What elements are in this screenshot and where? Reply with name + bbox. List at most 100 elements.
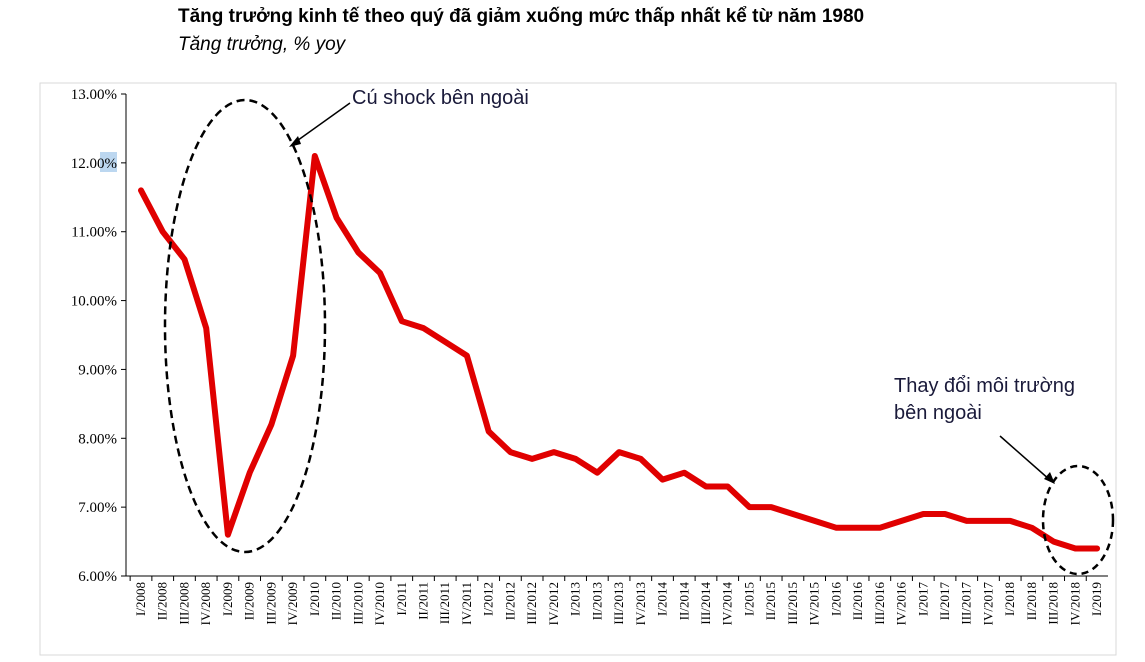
environment-arrow-head	[1044, 472, 1055, 484]
x-tick-label: II/2011	[415, 582, 430, 620]
data-point	[812, 518, 818, 524]
annotations: Cú shock bên ngoài Thay đổi môi trường bên…	[163, 87, 1115, 576]
y-tick-label: 6.00%	[78, 569, 117, 585]
x-tick-label: III/2014	[698, 582, 713, 625]
chart-subtitle: Tăng trưởng, % yoy	[178, 34, 346, 55]
y-tick-label: 11.00%	[71, 225, 117, 241]
data-point	[507, 449, 513, 455]
chart-frame	[39, 82, 1117, 656]
environment-annotation-line-1: Thay đổi môi trường	[894, 375, 1075, 397]
data-point	[290, 353, 296, 359]
x-tick-label: III/2016	[872, 582, 887, 625]
x-axis: I/2008 II/2008 III/2008 IV/2008 I/2009 II/200…	[126, 575, 1108, 626]
x-tick-label: I/2019	[1089, 582, 1104, 616]
x-tick-label: III/2013	[611, 582, 626, 625]
x-tick-label: II/2014	[676, 582, 691, 621]
x-tick-label: I/2017	[915, 582, 930, 616]
y-axis: 6.00% 7.00% 8.00% 9.00% 10.00% 11.00% 12.00% 13…	[71, 87, 127, 585]
shock-arrow-line	[293, 102, 351, 144]
x-tick-label: I/2009	[220, 582, 235, 616]
y-tick-label: 10.00%	[71, 294, 117, 310]
data-point	[833, 525, 839, 531]
x-tick-label: IV/2018	[1067, 582, 1082, 625]
x-tick-label: IV/2017	[980, 582, 995, 626]
x-tick-label: I/2016	[828, 582, 843, 616]
data-point	[594, 470, 600, 476]
data-point	[442, 339, 448, 345]
x-tick-label: IV/2012	[546, 582, 561, 625]
x-tick-label: IV/2015	[807, 582, 822, 625]
data-point	[1051, 539, 1057, 545]
environment-annotation-line-2: bên ngoài	[894, 402, 982, 424]
data-point	[181, 256, 187, 262]
x-tick-label: I/2018	[1002, 582, 1017, 616]
y-tick-label: 9.00%	[78, 362, 117, 378]
x-tick-label: IV/2016	[894, 582, 909, 626]
data-point	[703, 483, 709, 489]
data-point	[1007, 518, 1013, 524]
data-point	[399, 318, 405, 324]
data-point	[312, 153, 318, 159]
data-point	[746, 504, 752, 510]
x-tick-label: III/2018	[1046, 582, 1061, 625]
x-tick-label: I/2015	[741, 582, 756, 616]
shock-annotation-label: Cú shock bên ngoài	[352, 87, 529, 109]
x-tick-label: II/2009	[242, 582, 257, 620]
x-tick-label: IV/2010	[372, 582, 387, 625]
data-point	[1072, 545, 1078, 551]
x-tick-label: II/2015	[763, 582, 778, 620]
x-tick-label: II/2017	[937, 582, 952, 621]
data-point	[203, 325, 209, 331]
data-point	[486, 428, 492, 434]
data-point	[573, 456, 579, 462]
data-point	[138, 187, 144, 193]
x-tick-label: III/2015	[785, 582, 800, 625]
data-point	[942, 511, 948, 517]
data-point	[268, 422, 274, 428]
y-tick-label: 8.00%	[78, 431, 117, 447]
x-tick-label: III/2011	[437, 582, 452, 624]
y-tick-label: 12.00%	[71, 156, 117, 172]
data-point	[985, 518, 991, 524]
data-point	[660, 477, 666, 483]
data-point	[616, 449, 622, 455]
x-tick-label: III/2017	[959, 582, 974, 625]
environment-annotation-label: Thay đổi môi trường bên ngoài	[894, 375, 1075, 424]
y-tick-highlight	[100, 152, 117, 172]
x-tick-label: III/2008	[176, 582, 191, 625]
data-point	[334, 215, 340, 221]
x-tick-label: II/2012	[502, 582, 517, 620]
environment-arrow-line	[999, 435, 1051, 481]
x-tick-label: III/2009	[263, 582, 278, 625]
data-point	[247, 470, 253, 476]
x-tick-label: II/2018	[1024, 582, 1039, 620]
data-point	[638, 456, 644, 462]
x-tick-label: III/2012	[524, 582, 539, 625]
x-tick-label: II/2008	[155, 582, 170, 620]
x-tick-label: I/2008	[133, 582, 148, 616]
data-point	[355, 249, 361, 255]
x-tick-label: II/2010	[329, 582, 344, 620]
data-point	[160, 229, 166, 235]
x-tick-label: I/2011	[394, 582, 409, 615]
data-point	[1029, 525, 1035, 531]
x-tick-label: II/2016	[850, 582, 865, 621]
data-point	[464, 353, 470, 359]
x-tick-label: IV/2008	[198, 582, 213, 625]
data-point	[877, 525, 883, 531]
x-tick-label: III/2010	[350, 582, 365, 625]
x-tick-label: IV/2009	[285, 582, 300, 625]
data-point	[377, 270, 383, 276]
series-group	[138, 153, 1101, 552]
shock-arrow-head	[289, 136, 301, 147]
data-point	[855, 525, 861, 531]
series-line	[138, 153, 1101, 552]
y-tick-label: 13.00%	[71, 87, 117, 103]
shock-ellipse	[163, 98, 327, 554]
x-tick-label: I/2012	[481, 582, 496, 616]
data-point	[920, 511, 926, 517]
data-point	[899, 518, 905, 524]
data-point	[964, 518, 970, 524]
